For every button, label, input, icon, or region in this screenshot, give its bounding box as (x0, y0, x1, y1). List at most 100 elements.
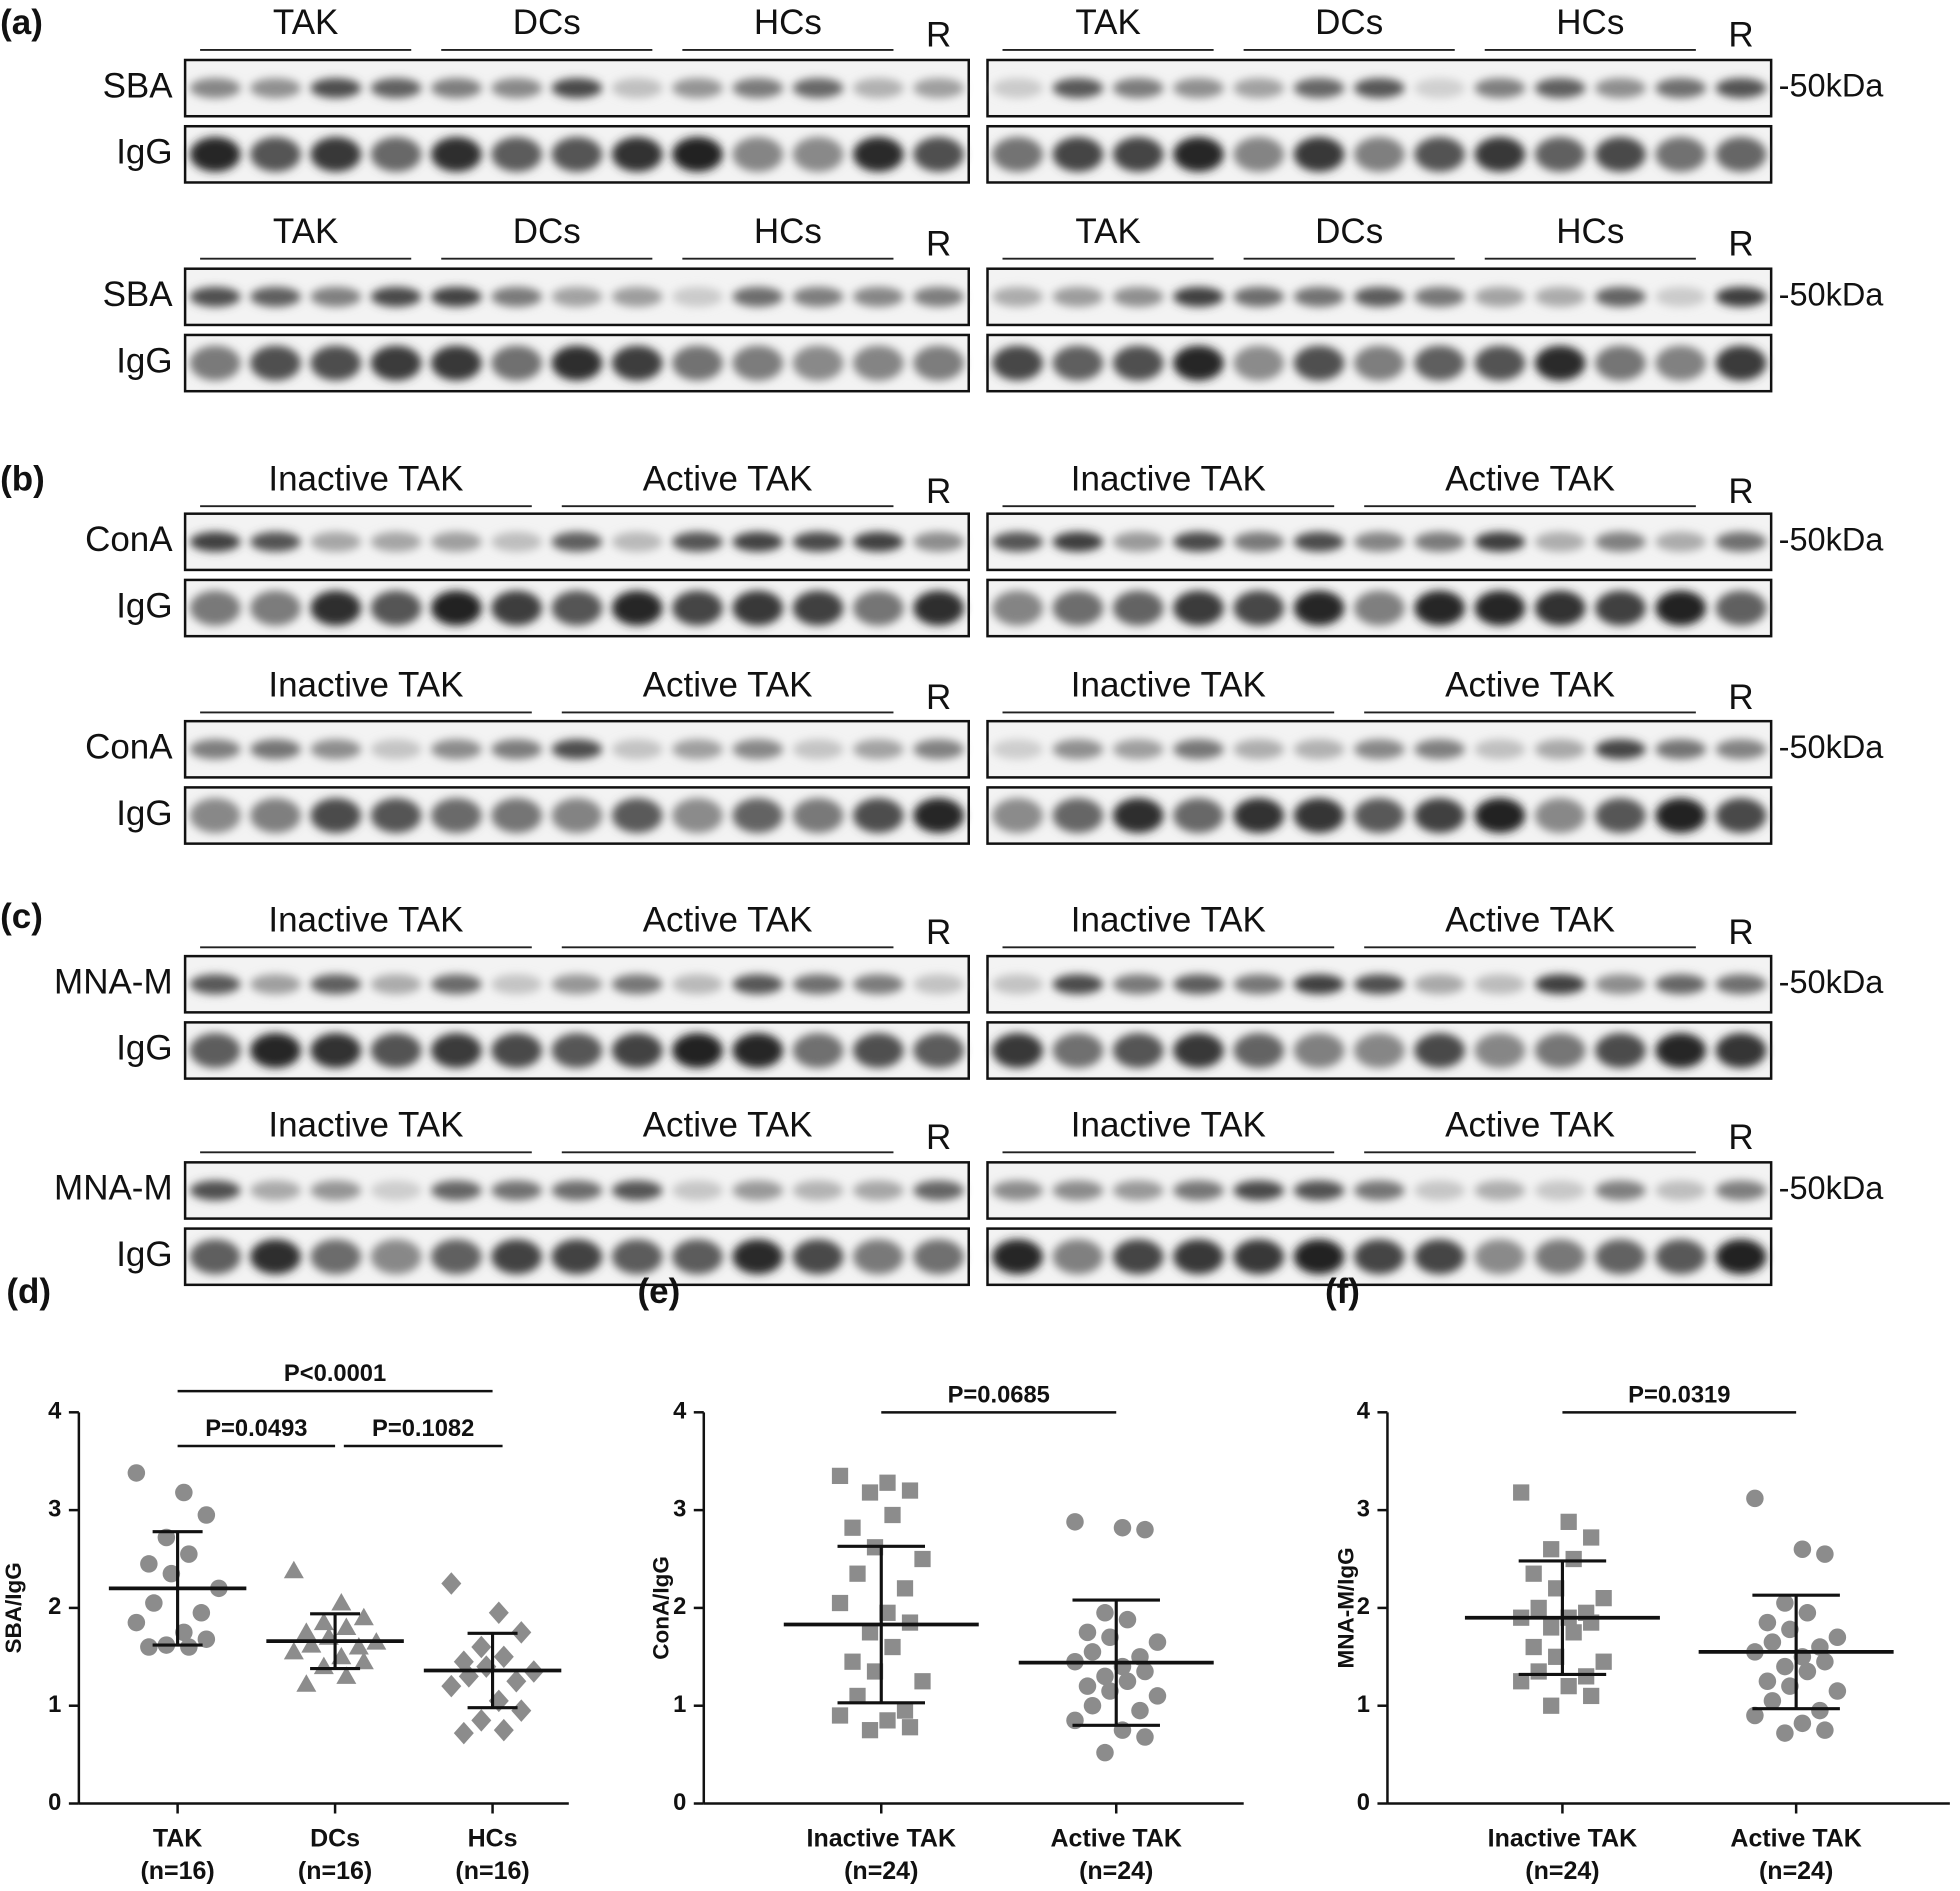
band (672, 1032, 723, 1068)
band (913, 1239, 964, 1275)
group-label: Inactive TAK (268, 901, 463, 940)
band (992, 739, 1043, 760)
band (672, 286, 723, 307)
band (913, 78, 964, 99)
reference-label: R (926, 1118, 951, 1157)
band (913, 1180, 964, 1201)
band (1655, 531, 1707, 552)
band (310, 78, 362, 99)
band (992, 286, 1043, 307)
band (611, 798, 663, 834)
band (431, 1032, 482, 1068)
band (1233, 1239, 1285, 1275)
band (1534, 531, 1586, 552)
band (189, 1180, 241, 1201)
band (431, 974, 482, 995)
band (853, 974, 904, 995)
band (913, 798, 964, 834)
band (1293, 1239, 1345, 1275)
band (491, 739, 542, 760)
x-tick-note: (n=24) (1079, 1857, 1153, 1885)
band (913, 531, 964, 552)
size-marker: -50kDa (1779, 964, 1885, 1000)
data-point (1543, 1541, 1560, 1558)
band (1293, 286, 1345, 307)
data-point (914, 1550, 931, 1568)
band-group (189, 345, 964, 381)
band (1414, 286, 1465, 307)
band (1052, 739, 1104, 760)
band (792, 798, 844, 834)
data-point (1101, 1682, 1119, 1700)
band (1354, 590, 1405, 626)
row-label: MNA-M (54, 1169, 173, 1208)
size-marker: -50kDa (1779, 521, 1885, 557)
band (370, 531, 422, 552)
band (1595, 974, 1646, 995)
data-point (353, 1651, 374, 1670)
band (1354, 739, 1405, 760)
data-point (175, 1483, 193, 1502)
group-label: Active TAK (643, 459, 813, 498)
y-tick-label: 1 (1357, 1692, 1370, 1718)
group-label: HCs (754, 212, 822, 251)
band (1474, 798, 1526, 834)
band (551, 739, 603, 760)
data-point (331, 1593, 352, 1611)
reference-label: R (1728, 1118, 1753, 1157)
group-label: TAK (1075, 212, 1140, 251)
y-tick-label: 3 (1357, 1496, 1370, 1522)
group-label: Active TAK (1445, 901, 1615, 940)
band (491, 136, 542, 172)
data-point (861, 1624, 879, 1641)
band (1112, 531, 1164, 552)
data-point (1148, 1687, 1167, 1705)
y-tick-label: 1 (673, 1692, 686, 1718)
data-point (1525, 1638, 1542, 1656)
data-point (1828, 1682, 1847, 1700)
band (370, 1032, 422, 1068)
band (792, 590, 844, 626)
panel-letter: (a) (0, 3, 43, 42)
data-point (1763, 1633, 1782, 1651)
band-group (992, 78, 1767, 99)
band (491, 345, 542, 381)
band (491, 531, 542, 552)
band (672, 590, 723, 626)
data-point (453, 1721, 474, 1745)
band (1052, 798, 1104, 834)
data-point (283, 1641, 304, 1660)
band (732, 798, 784, 834)
band (1173, 78, 1224, 99)
reference-label: R (1728, 472, 1753, 511)
band (370, 739, 422, 760)
group-label: HCs (754, 3, 822, 42)
band (672, 739, 723, 760)
band (1474, 739, 1526, 760)
band (1293, 974, 1345, 995)
band (1173, 1239, 1224, 1275)
band (853, 345, 904, 381)
data-point (844, 1653, 861, 1670)
band (1715, 78, 1767, 99)
data-point (866, 1663, 884, 1680)
x-tick-label: TAK (153, 1824, 203, 1852)
group-label: Active TAK (643, 1106, 813, 1145)
band (1715, 590, 1767, 626)
group-label: Active TAK (1445, 666, 1615, 705)
row-label: IgG (116, 586, 172, 625)
band-group (189, 78, 964, 99)
group-label: Inactive TAK (268, 666, 463, 705)
reference-label: R (926, 913, 951, 952)
band (250, 136, 301, 172)
data-point (127, 1613, 146, 1632)
band (491, 590, 542, 626)
band (732, 345, 784, 381)
band (1233, 345, 1285, 381)
band (1474, 78, 1526, 99)
band (1112, 1032, 1164, 1068)
band (1414, 136, 1465, 172)
band (1715, 1032, 1767, 1068)
data-point (348, 1637, 369, 1655)
row-label: MNA-M (54, 962, 173, 1001)
